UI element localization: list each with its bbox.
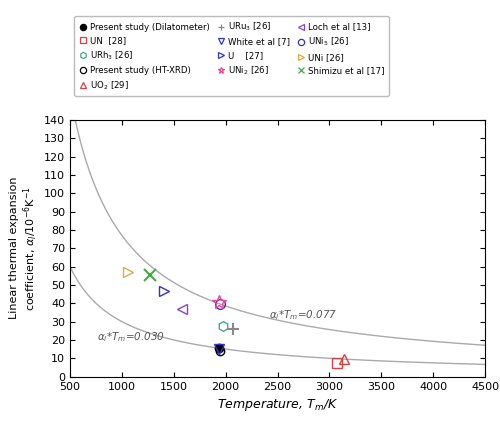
Text: $\alpha_l$*$T_m$=0.030: $\alpha_l$*$T_m$=0.030 bbox=[97, 330, 165, 344]
X-axis label: Temperature, $T_m$/K: Temperature, $T_m$/K bbox=[217, 397, 338, 413]
Legend: Present study (Dilatometer), UN  [28], URh$_3$ [26], Present study (HT-XRD), UO$: Present study (Dilatometer), UN [28], UR… bbox=[74, 16, 388, 96]
Text: $\alpha_l$*$T_m$=0.077: $\alpha_l$*$T_m$=0.077 bbox=[269, 308, 338, 321]
Y-axis label: Linear thermal expansion
coefficient, $\alpha_l$/10$^{-6}$K$^{-1}$: Linear thermal expansion coefficient, $\… bbox=[9, 177, 40, 319]
